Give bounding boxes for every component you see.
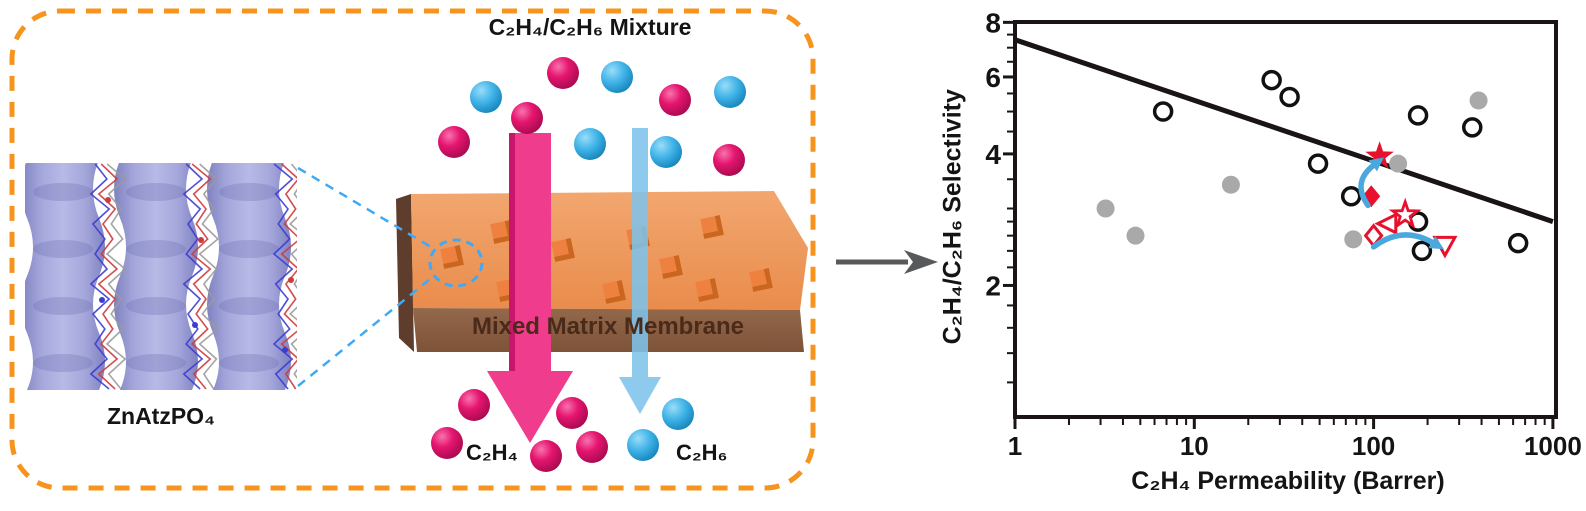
ethylene-molecule (511, 102, 543, 134)
molecule-sticks (280, 163, 297, 390)
y-tick-label: 6 (985, 62, 1001, 93)
molecule-sticks (190, 163, 212, 390)
ethane-molecule (627, 429, 659, 461)
crystal-label: ZnAtzPO₄ (106, 403, 216, 429)
data-point-open-circle (1152, 101, 1174, 122)
data-point-open-star (1388, 197, 1422, 229)
filler-cube (551, 238, 575, 262)
x-tick-label: 1000 (1524, 431, 1582, 461)
data-point-open-circle (1507, 232, 1529, 254)
ethylene-molecule (458, 389, 490, 421)
upper-bound-line (1014, 37, 1554, 224)
pore-column (207, 163, 291, 390)
data-point-open-left-triangle (1374, 212, 1398, 236)
filler-cube (490, 220, 514, 244)
y-tick-label: 2 (985, 270, 1001, 301)
data-point-gray-circle (1221, 175, 1240, 194)
ethylene-molecule (431, 427, 463, 459)
data-point-gray-circle (1096, 199, 1115, 218)
data-point-gray-circle (1344, 230, 1363, 249)
data-point-open-circle (1462, 117, 1483, 138)
ethane-molecule (650, 136, 682, 168)
filler-cube (749, 268, 773, 292)
data-point-gray-circle (1389, 154, 1408, 173)
filler-cube (659, 255, 683, 279)
filler-cube (602, 280, 626, 304)
molecule-sticks (105, 163, 127, 390)
ethylene-molecule (576, 431, 608, 463)
ethylene-molecule (659, 84, 691, 116)
ethane-molecule (574, 128, 606, 160)
ethylene-molecule (713, 144, 745, 176)
callout-magnifier (297, 166, 484, 387)
ethylene-label: C₂H₄ (466, 440, 519, 465)
data-point-open-circle (1340, 185, 1362, 207)
x-tick-label: 1 (1008, 431, 1022, 461)
ethylene-molecule (438, 126, 470, 158)
molecule-sticks (182, 163, 204, 390)
pore-column (25, 163, 105, 390)
filler-cube (440, 245, 464, 269)
x-tick-label: 100 (1352, 431, 1395, 461)
chart: 1 10 100 1000 2 4 6 8 (985, 7, 1581, 461)
znatzpo4-structure-image (25, 163, 297, 393)
data-point-open-circle (1407, 105, 1429, 126)
improvement-arrow (1358, 161, 1378, 209)
molecule-sticks (198, 163, 220, 390)
data-point-open-circle (1279, 86, 1300, 108)
filler-cube (700, 215, 724, 239)
ethane-molecule (470, 81, 502, 113)
pore-column (114, 163, 198, 390)
ethylene-molecule (530, 440, 562, 472)
data-point-open-circle (1411, 240, 1433, 262)
ethane-molecule (662, 398, 694, 430)
y-tick-label: 8 (985, 7, 1001, 38)
improvement-arrow (1370, 232, 1437, 250)
improvement-arrowhead (1428, 236, 1444, 250)
ethylene-molecule (547, 57, 579, 89)
chart-x-axis-label: C₂H₄ Permeability (Barrer) (1131, 467, 1445, 495)
slow-permeation-arrow (619, 128, 661, 414)
ethane-molecule (714, 76, 746, 108)
improvement-arrowhead (1368, 157, 1384, 172)
panel-arrow (836, 250, 938, 274)
fast-permeation-arrow (487, 133, 573, 443)
data-point-open-circle (1261, 69, 1282, 91)
ethane-label: C₂H₆ (676, 440, 728, 465)
membrane-label: Mixed Matrix Membrane (471, 313, 745, 340)
dashed-border (9, 8, 816, 491)
chart-frame (1013, 20, 1558, 419)
mixture-title: C₂H₄/C₂H₆ Mixture (488, 14, 692, 40)
data-point-open-circle (1307, 153, 1329, 174)
chart-y-axis-label: C₂H₄/C₂H₆ Selectivity (938, 89, 967, 345)
molecule-sticks (89, 163, 111, 390)
filler-cube (695, 278, 719, 302)
gas-molecules (431, 57, 746, 472)
data-point-filled-star (1365, 141, 1394, 169)
data-point-gray-circle (1469, 91, 1488, 110)
x-tick-label: 10 (1180, 431, 1209, 461)
y-tick-label: 4 (985, 139, 1001, 170)
ethylene-molecule (556, 397, 588, 429)
ethane-molecule (601, 61, 633, 93)
data-point-gray-circle (1126, 226, 1145, 245)
